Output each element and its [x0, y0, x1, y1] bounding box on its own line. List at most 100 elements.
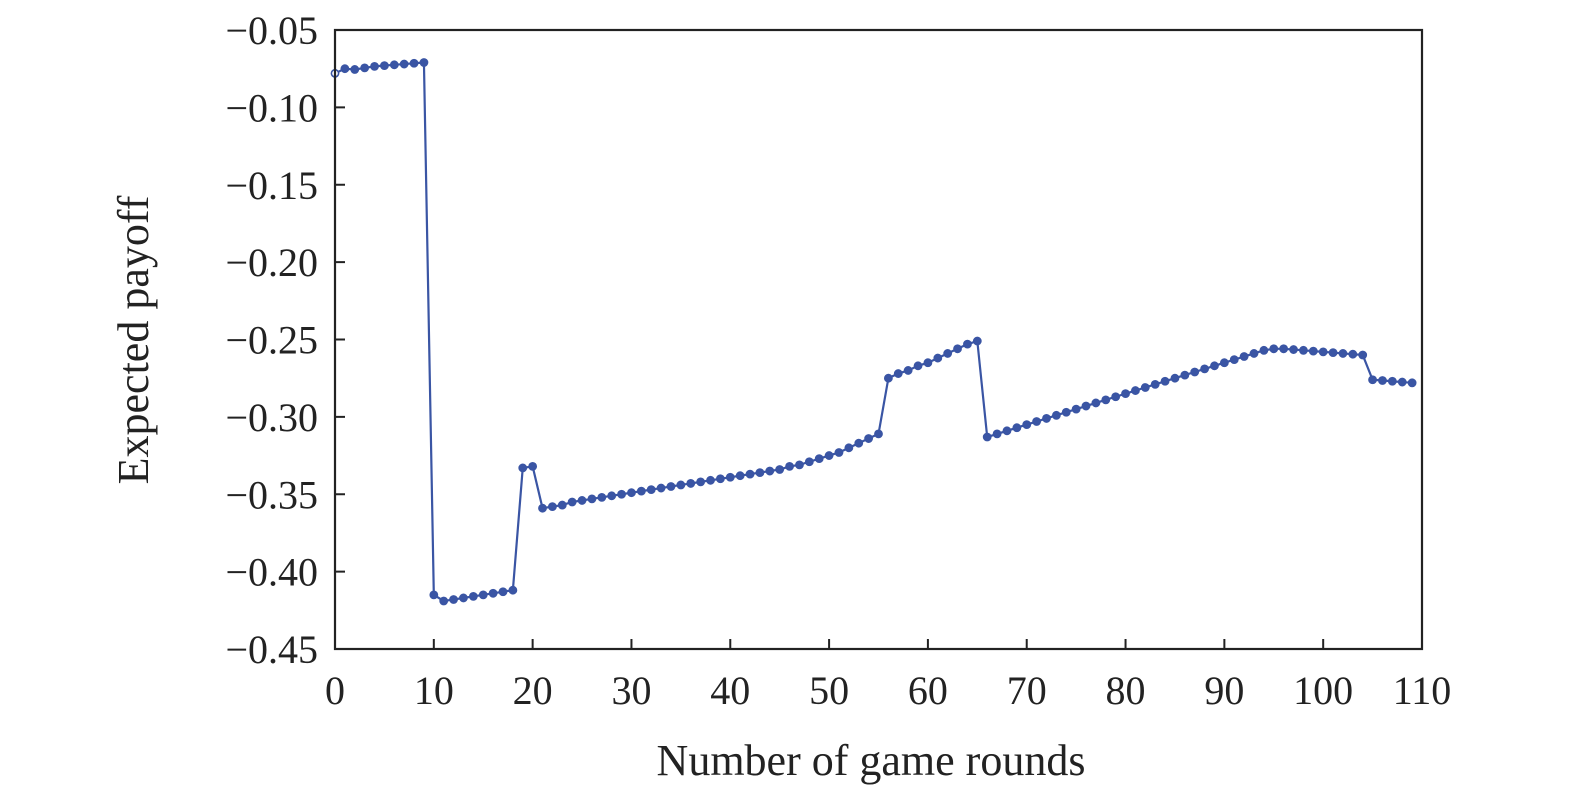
- data-point: [567, 497, 577, 507]
- data-point: [1219, 358, 1229, 368]
- data-point: [1378, 376, 1387, 385]
- data-point: [1071, 404, 1081, 414]
- data-point: [538, 503, 547, 513]
- data-point: [1061, 407, 1071, 417]
- data-point: [1160, 376, 1170, 386]
- data-point: [587, 494, 597, 504]
- data-point: [1111, 392, 1121, 402]
- data-point: [1032, 417, 1042, 426]
- data-point: [1051, 410, 1061, 420]
- data-point: [1002, 426, 1012, 436]
- data-point: [380, 61, 389, 70]
- y-tick-label: −0.15: [225, 163, 318, 208]
- data-point: [1180, 370, 1190, 380]
- y-tick-label: −0.40: [225, 550, 318, 595]
- data-point: [1348, 349, 1358, 359]
- data-point: [468, 591, 478, 601]
- y-tick-label: −0.45: [225, 627, 318, 672]
- data-point: [824, 451, 834, 460]
- data-point: [933, 353, 943, 363]
- data-point: [607, 491, 617, 501]
- data-point: [903, 366, 913, 375]
- data-point: [1249, 349, 1259, 358]
- data-point: [982, 432, 992, 442]
- data-point: [1328, 348, 1338, 358]
- data-point: [449, 595, 458, 604]
- data-point: [518, 463, 528, 473]
- data-point: [389, 60, 399, 70]
- data-point: [1200, 364, 1209, 374]
- data-point: [706, 475, 715, 485]
- data-point: [1229, 355, 1239, 365]
- x-tick-label: 60: [908, 668, 948, 713]
- data-point: [1269, 344, 1279, 354]
- data-point: [913, 361, 923, 371]
- y-tick-label: −0.25: [225, 318, 318, 363]
- data-point: [1121, 389, 1130, 399]
- y-tick-label: −0.05: [225, 8, 318, 53]
- x-tick-label: 80: [1106, 668, 1146, 713]
- data-point: [1308, 346, 1318, 356]
- series-line: [334, 61, 1413, 603]
- data-point: [1131, 386, 1140, 395]
- x-tick-label: 20: [513, 668, 553, 713]
- data-point: [409, 58, 419, 68]
- data-point: [508, 585, 518, 595]
- data-point: [1042, 414, 1051, 423]
- data-point: [1140, 383, 1150, 392]
- data-point: [814, 454, 824, 464]
- data-point: [874, 429, 883, 439]
- data-point: [1101, 395, 1111, 405]
- data-point: [1239, 352, 1249, 361]
- data-point: [627, 488, 636, 498]
- data-point: [1299, 345, 1308, 355]
- data-point: [636, 486, 646, 496]
- x-tick-label: 90: [1204, 668, 1244, 713]
- plot-area: [330, 58, 1417, 606]
- data-point: [1091, 398, 1101, 408]
- x-tick-label: 110: [1393, 668, 1452, 713]
- data-point: [1190, 367, 1200, 377]
- y-tick-label: −0.30: [225, 395, 318, 440]
- data-point: [972, 336, 982, 346]
- data-point: [617, 489, 626, 499]
- data-point: [735, 471, 745, 481]
- data-point: [844, 443, 854, 453]
- data-point: [834, 448, 844, 457]
- data-point: [1279, 344, 1289, 354]
- data-point: [1012, 423, 1022, 433]
- x-tick-label: 0: [325, 668, 345, 713]
- x-tick-label: 40: [710, 668, 750, 713]
- data-point: [943, 349, 953, 358]
- x-tick-label: 70: [1007, 668, 1047, 713]
- data-point: [1022, 420, 1032, 430]
- data-point: [795, 460, 804, 470]
- data-point: [1358, 350, 1368, 360]
- data-point: [804, 457, 814, 467]
- data-point: [498, 587, 508, 597]
- data-point: [1210, 361, 1219, 371]
- data-point: [893, 369, 903, 378]
- data-point: [883, 373, 893, 383]
- data-point: [656, 483, 666, 493]
- data-point: [854, 438, 864, 448]
- data-point: [360, 63, 370, 73]
- data-point: [923, 358, 933, 368]
- data-point: [696, 477, 706, 487]
- y-axis-title: Expected payoff: [109, 195, 158, 484]
- data-point: [350, 65, 360, 74]
- data-point: [992, 429, 1002, 439]
- data-point: [1259, 345, 1269, 355]
- data-point: [1081, 401, 1091, 411]
- data-point: [1170, 373, 1180, 383]
- x-tick-label: 10: [414, 668, 454, 713]
- data-point: [399, 59, 409, 69]
- x-axis-title: Number of game rounds: [657, 736, 1086, 785]
- data-point: [963, 339, 972, 349]
- data-point: [1338, 349, 1348, 358]
- data-point: [429, 590, 439, 600]
- data-point: [1368, 375, 1377, 385]
- data-point: [646, 485, 656, 495]
- data-point: [419, 58, 429, 67]
